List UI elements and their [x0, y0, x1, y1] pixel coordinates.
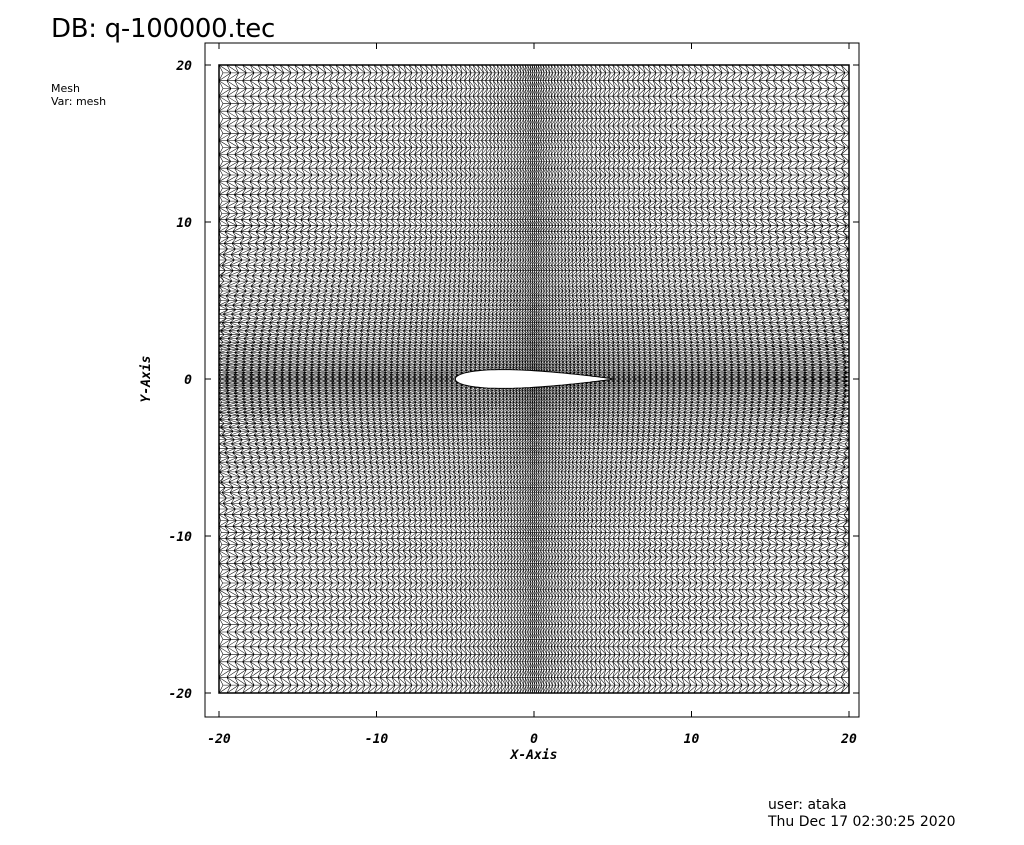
- x-axis-title: X-Axis: [510, 748, 558, 763]
- y-tick-label: 0: [184, 373, 192, 388]
- y-tick-label: 10: [176, 216, 192, 231]
- x-axis-ticks: -20 -10 0 10 20: [207, 43, 857, 747]
- timestamp-label: Thu Dec 17 02:30:25 2020: [768, 814, 956, 830]
- y-tick-label: -10: [169, 530, 193, 545]
- domain-boundary: [218, 64, 850, 694]
- plot-type-label: Mesh: [51, 82, 80, 95]
- user-label: user: ataka: [768, 797, 847, 813]
- database-title: DB: q-100000.tec: [51, 14, 275, 44]
- x-tick-label: 20: [840, 732, 857, 747]
- y-tick-label: -20: [169, 687, 193, 702]
- x-tick-label: 10: [684, 732, 700, 747]
- y-axis-ticks: -20 -10 0 10 20: [169, 59, 859, 702]
- airfoil-shape: [454, 369, 614, 389]
- mesh-lines: [219, 65, 849, 693]
- x-tick-label: -10: [365, 732, 389, 747]
- plot-frame: [204, 42, 860, 718]
- x-tick-label: 0: [530, 732, 538, 747]
- mesh-grid: [219, 65, 849, 693]
- plot-legend: Mesh Var: mesh: [51, 82, 106, 108]
- y-tick-label: 20: [175, 59, 192, 74]
- x-tick-label: -20: [207, 732, 231, 747]
- y-axis-title: Y-Axis: [139, 356, 154, 403]
- variable-label: Var: mesh: [51, 95, 107, 108]
- footer-info: user: ataka Thu Dec 17 02:30:25 2020: [768, 797, 956, 831]
